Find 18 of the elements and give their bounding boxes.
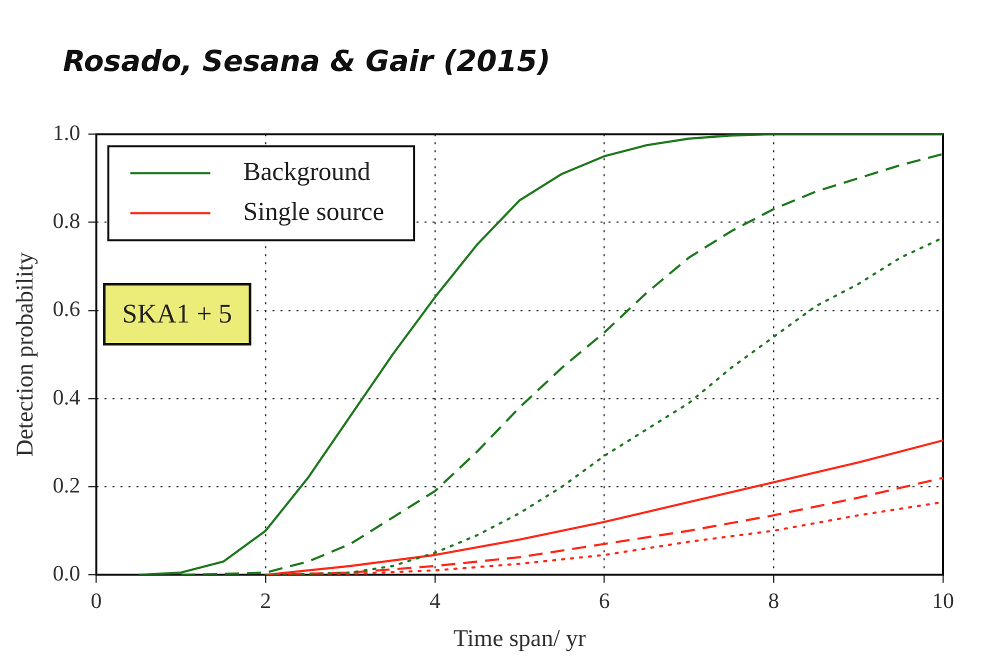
x-axis-title: Time span/ yr [453,626,586,652]
x-tick-label: 8 [768,588,780,613]
y-tick-label: 0.0 [52,560,80,586]
y-tick-label: 0.4 [52,384,80,410]
annotation: SKA1 + 5 [122,298,232,328]
y-tick-label: 0.6 [52,296,80,322]
x-tick-label: 2 [260,588,272,613]
y-tick-label: 0.8 [52,208,80,234]
x-tick-label: 10 [932,588,954,613]
y-tick-label: 0.2 [52,472,80,498]
legend-label: Background [243,157,370,186]
x-tick-label: 6 [598,588,610,613]
x-tick-label: 4 [429,588,440,613]
chart-title: Rosado, Sesana & Gair (2015) [62,42,552,80]
y-axis-title: Detection probability [12,252,39,457]
legend-label: Single source [243,197,384,226]
y-tick-label: 1.0 [52,120,80,145]
x-tick-label: 0 [90,588,102,613]
